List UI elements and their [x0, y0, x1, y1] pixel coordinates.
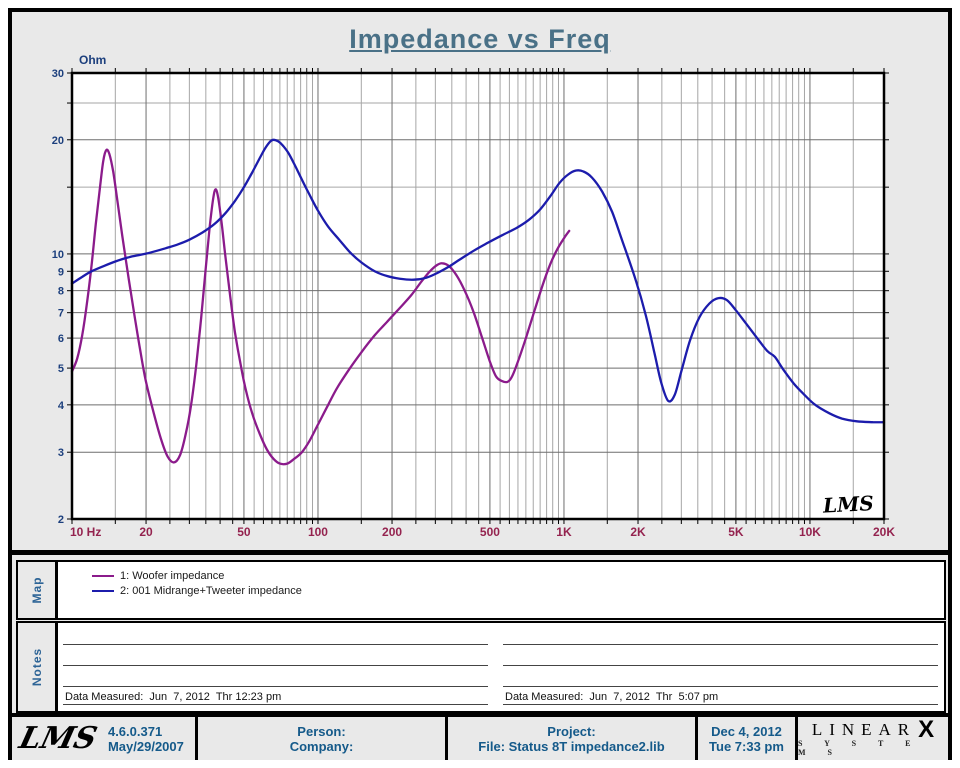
chart-title-wrap: Impedance vs Freq: [12, 24, 948, 55]
note-ruled-line: [63, 644, 488, 645]
y-tick-label: 9: [58, 266, 64, 278]
woofer-curve: [70, 148, 571, 466]
x-tick-label: 5K: [728, 525, 744, 539]
lms-logo: LMS: [15, 720, 101, 756]
impedance-chart: Ohm 30 20 10 9 8 7 6 5 4 3 2 10 Hz 20 50 100 200 500 1K 2K 5…: [52, 53, 896, 539]
x-tick-label: 10K: [799, 525, 821, 539]
y-tick-label: 10: [52, 249, 64, 261]
y-tick-label: 30: [52, 68, 64, 80]
note-ruled-line: [503, 644, 938, 645]
y-tick-label: 20: [52, 135, 64, 147]
file-label: File: Status 8T impedance2.lib: [478, 738, 665, 754]
x-tick-label: 20: [139, 525, 153, 539]
legend-swatch: [92, 589, 114, 592]
section-separator: [12, 550, 948, 555]
x-tick-label: 50: [237, 525, 251, 539]
linearx-x: X: [918, 715, 935, 743]
x-tick-label: 1K: [556, 525, 572, 539]
linearx-logo: LINEAR X S Y S T E M S: [798, 715, 948, 757]
note-ruled-line: [63, 665, 488, 666]
footer-date: Dec 4, 2012: [711, 723, 782, 739]
legend-text: 2: 001 Midrange+Tweeter impedance: [120, 584, 302, 597]
note-ruled-line: [63, 686, 488, 687]
plot-background: [72, 73, 884, 519]
x-tick-label: 2K: [630, 525, 646, 539]
lms-watermark: LMS: [821, 491, 874, 518]
map-section: Map 1: Woofer impedance 2: 001 Midrange+T…: [16, 560, 946, 620]
y-tick-label: 7: [58, 308, 64, 320]
legend-swatch: [92, 574, 114, 577]
person-label: Person:: [297, 723, 346, 739]
linearx-word: LINEAR: [811, 719, 917, 739]
x-tick-label: 500: [480, 525, 500, 539]
y-tick-label: 6: [58, 333, 64, 345]
data-measured-left: Data Measured: Jun 7, 2012 Thr 12:23 pm: [65, 691, 282, 703]
footer-person-cell: Person: Company:: [195, 717, 445, 760]
y-tick-label: 5: [58, 363, 64, 375]
notes-label: Notes: [29, 647, 44, 687]
y-tick-label: 2: [58, 514, 64, 526]
footer: LMS 4.6.0.371 May/29/2007 Person: Compan…: [12, 713, 948, 760]
plot-border: [70, 71, 886, 521]
x-tick-label: 10 Hz: [70, 525, 101, 539]
footer-project-cell: Project: File: Status 8T impedance2.lib: [445, 717, 695, 760]
project-label: Project:: [547, 723, 596, 739]
y-tick-label: 8: [58, 286, 64, 298]
legend-item: 1: Woofer impedance: [92, 568, 944, 583]
note-ruled-line: [63, 704, 488, 705]
chart-title: Impedance vs Freq: [349, 24, 611, 54]
map-label: Map: [29, 576, 44, 604]
notes-section: Notes Data Measured: Jun 7, 2012 Thr 12:…: [16, 621, 946, 713]
legend-text: 1: Woofer impedance: [120, 569, 225, 582]
data-measured-right: Data Measured: Jun 7, 2012 Thr 5:07 pm: [505, 691, 719, 703]
notes-strip: Notes: [18, 623, 58, 711]
company-label: Company:: [289, 738, 354, 754]
note-ruled-line: [503, 665, 938, 666]
linearx-systems: S Y S T E M S: [798, 738, 921, 757]
notes-content: Data Measured: Jun 7, 2012 Thr 12:23 pm …: [58, 623, 944, 711]
app-version: 4.6.0.371: [107, 723, 163, 739]
legend: 1: Woofer impedance 2: 001 Midrange+Tweet…: [58, 562, 944, 618]
note-ruled-line: [503, 686, 938, 687]
x-tick-label: 100: [308, 525, 328, 539]
legend-item: 2: 001 Midrange+Tweeter impedance: [92, 583, 944, 598]
map-strip: Map: [18, 562, 58, 618]
app-version-date: May/29/2007: [107, 738, 184, 754]
note-ruled-line: [503, 704, 938, 705]
footer-time: Tue 7:33 pm: [709, 738, 784, 754]
x-tick-label: 200: [382, 525, 402, 539]
midrange-tweeter-curve: [70, 138, 886, 424]
y-axis-unit-label: Ohm: [79, 53, 106, 67]
footer-version-cell: LMS 4.6.0.371 May/29/2007: [12, 717, 195, 760]
footer-date-cell: Dec 4, 2012 Tue 7:33 pm: [695, 717, 795, 760]
report-page: Impedance vs Freq Ohm 30 20 10 9 8 7 6 5 4 3 2 10 Hz…: [8, 8, 952, 760]
y-tick-label: 4: [58, 400, 65, 412]
x-tick-label: 20K: [873, 525, 895, 539]
footer-brand-cell: LINEAR X S Y S T E M S: [795, 717, 948, 760]
y-tick-label: 3: [58, 447, 64, 459]
